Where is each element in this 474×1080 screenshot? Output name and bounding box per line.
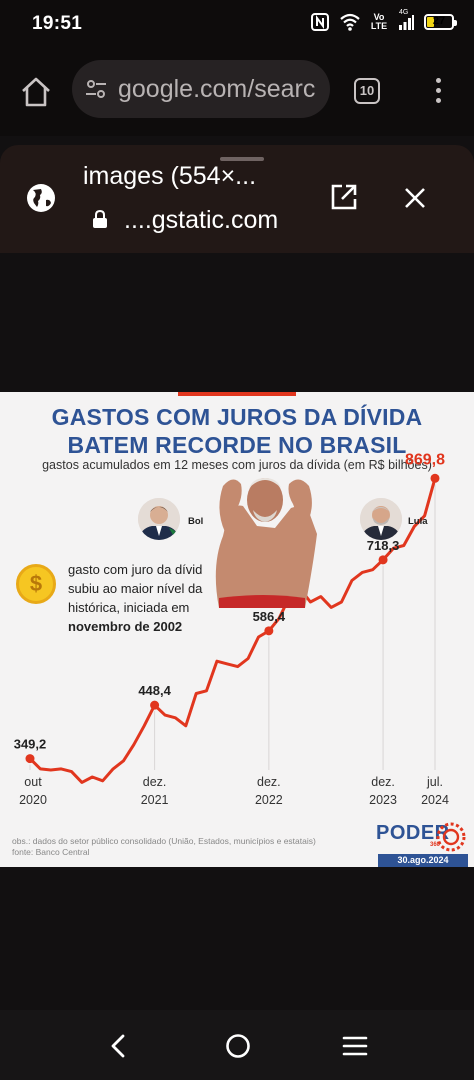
president-label-left: Bol [188,516,204,527]
data-point-4 [430,473,440,483]
note-line: histórica, iniciada em [68,600,190,615]
x-tick-year-0: 2020 [19,793,47,807]
sheet-drag-handle[interactable] [220,157,264,161]
avatar-lula [360,498,402,540]
image-source-url[interactable]: ....gstatic.com [124,206,279,234]
chart-note: gasto com juro da dívid subiu ao maior n… [68,560,228,636]
system-navigation-bar [0,1010,474,1080]
chart-subtitle: gastos acumulados em 12 meses com juros … [42,458,432,472]
image-info-sheet: images (554×... ....gstatic.com [0,145,474,253]
x-tick-year-3: 2023 [369,793,397,807]
status-icons: Vo LTE 4G 27 [310,9,457,32]
open-in-new-icon[interactable] [330,183,358,211]
poder360-logo: PODER [376,822,450,844]
image-preview[interactable]: GASTOS COM JUROS DA DÍVIDA BATEM RECORDE… [0,392,474,867]
nfc-icon [311,13,329,31]
battery-icon: 27 [424,14,457,30]
x-tick-label-0: out [24,775,42,789]
coin-icon: $ [16,564,56,604]
tab-switcher-button[interactable]: 10 [354,78,380,104]
president-label-right: Lula [408,516,428,527]
data-label-2: 586,4 [253,609,286,624]
battery-level: 27 [432,15,446,27]
browser-toolbar: google.com/searc 10 [0,48,474,136]
signal-icon: 4G [397,9,415,31]
data-label-4: 869,8 [405,451,445,468]
line-chart: 349,2 448,4 586,4 718,3 869,8 out 2020 dez. 2021… [14,451,449,807]
note-line: subiu ao maior nível da [68,581,203,596]
home-icon[interactable] [18,74,54,110]
x-tick-year-2: 2022 [255,793,283,807]
note-line: novembro de 2002 [68,619,183,634]
data-point-3 [378,555,388,565]
signal-label: 4G [399,9,409,16]
note-line: gasto com juro da dívid [68,562,203,577]
date-badge: 30.ago.2024 [378,854,468,867]
home-nav-icon[interactable] [224,1032,252,1060]
footer-obs: obs.: dados do setor público consolidado… [12,836,316,846]
series-line [28,477,437,784]
chart-footer: obs.: dados do setor público consolidado… [12,836,316,858]
accent-bar [178,392,296,396]
chart-title-line1: GASTOS COM JUROS DA DÍVIDA [51,404,423,430]
data-label-3: 718,3 [367,538,400,553]
poder360-logo-sub: 360 [430,842,441,848]
wifi-icon [340,13,360,31]
data-label-1: 448,4 [138,683,171,698]
x-tick-label-2: dez. [257,775,281,789]
close-icon[interactable] [403,186,427,210]
site-settings-icon[interactable] [84,77,108,101]
poder360-logo-mark [436,822,466,852]
url-bar[interactable]: google.com/searc [72,60,330,118]
data-point-0 [25,754,35,764]
status-time: 19:51 [32,13,83,34]
chart-title-line2: BATEM RECORDE NO BRASIL [67,432,407,458]
x-tick-label-3: dez. [371,775,395,789]
x-tick-label-4: jul. [426,775,443,789]
overflow-menu-icon[interactable] [430,76,446,106]
globe-icon [27,184,55,212]
url-text[interactable]: google.com/searc [118,75,316,103]
footer-source: fonte: Banco Central [12,847,90,857]
avatar-bolsonaro [138,498,180,540]
data-point-2 [264,626,274,636]
image-title: images (554×... [83,162,257,190]
x-tick-label-1: dez. [143,775,167,789]
back-icon[interactable] [104,1032,132,1060]
person-cutout [215,478,317,608]
x-tick-year-1: 2021 [141,793,169,807]
data-label-0: 349,2 [14,737,47,752]
status-bar: 19:51 Vo LTE 4G 27 [0,0,474,48]
recents-menu-icon[interactable] [342,1032,368,1060]
data-point-1 [150,700,160,710]
volte-label: Vo LTE [370,12,388,31]
lock-icon [93,209,107,228]
x-tick-year-4: 2024 [421,793,449,807]
